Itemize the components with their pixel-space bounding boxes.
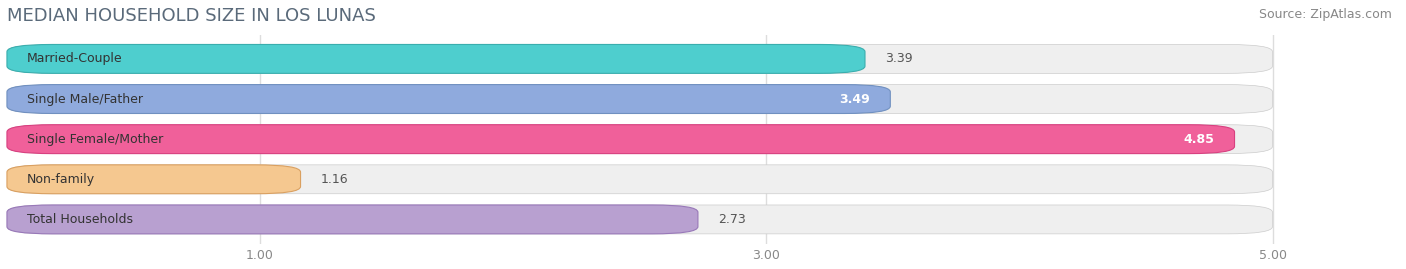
FancyBboxPatch shape bbox=[7, 125, 1272, 154]
FancyBboxPatch shape bbox=[7, 84, 1272, 114]
FancyBboxPatch shape bbox=[7, 84, 890, 114]
Text: Total Households: Total Households bbox=[27, 213, 134, 226]
FancyBboxPatch shape bbox=[7, 125, 1234, 154]
Text: 3.49: 3.49 bbox=[839, 93, 870, 105]
Text: 1.16: 1.16 bbox=[321, 173, 349, 186]
FancyBboxPatch shape bbox=[7, 205, 1272, 234]
FancyBboxPatch shape bbox=[7, 165, 301, 194]
Text: MEDIAN HOUSEHOLD SIZE IN LOS LUNAS: MEDIAN HOUSEHOLD SIZE IN LOS LUNAS bbox=[7, 7, 375, 25]
Text: Single Male/Father: Single Male/Father bbox=[27, 93, 143, 105]
FancyBboxPatch shape bbox=[7, 205, 697, 234]
FancyBboxPatch shape bbox=[7, 44, 1272, 73]
Text: Non-family: Non-family bbox=[27, 173, 96, 186]
FancyBboxPatch shape bbox=[7, 44, 865, 73]
Text: 3.39: 3.39 bbox=[886, 52, 912, 65]
Text: 4.85: 4.85 bbox=[1184, 133, 1215, 146]
Text: Single Female/Mother: Single Female/Mother bbox=[27, 133, 163, 146]
Text: Married-Couple: Married-Couple bbox=[27, 52, 122, 65]
Text: 2.73: 2.73 bbox=[718, 213, 747, 226]
FancyBboxPatch shape bbox=[7, 165, 1272, 194]
Text: Source: ZipAtlas.com: Source: ZipAtlas.com bbox=[1258, 8, 1392, 21]
